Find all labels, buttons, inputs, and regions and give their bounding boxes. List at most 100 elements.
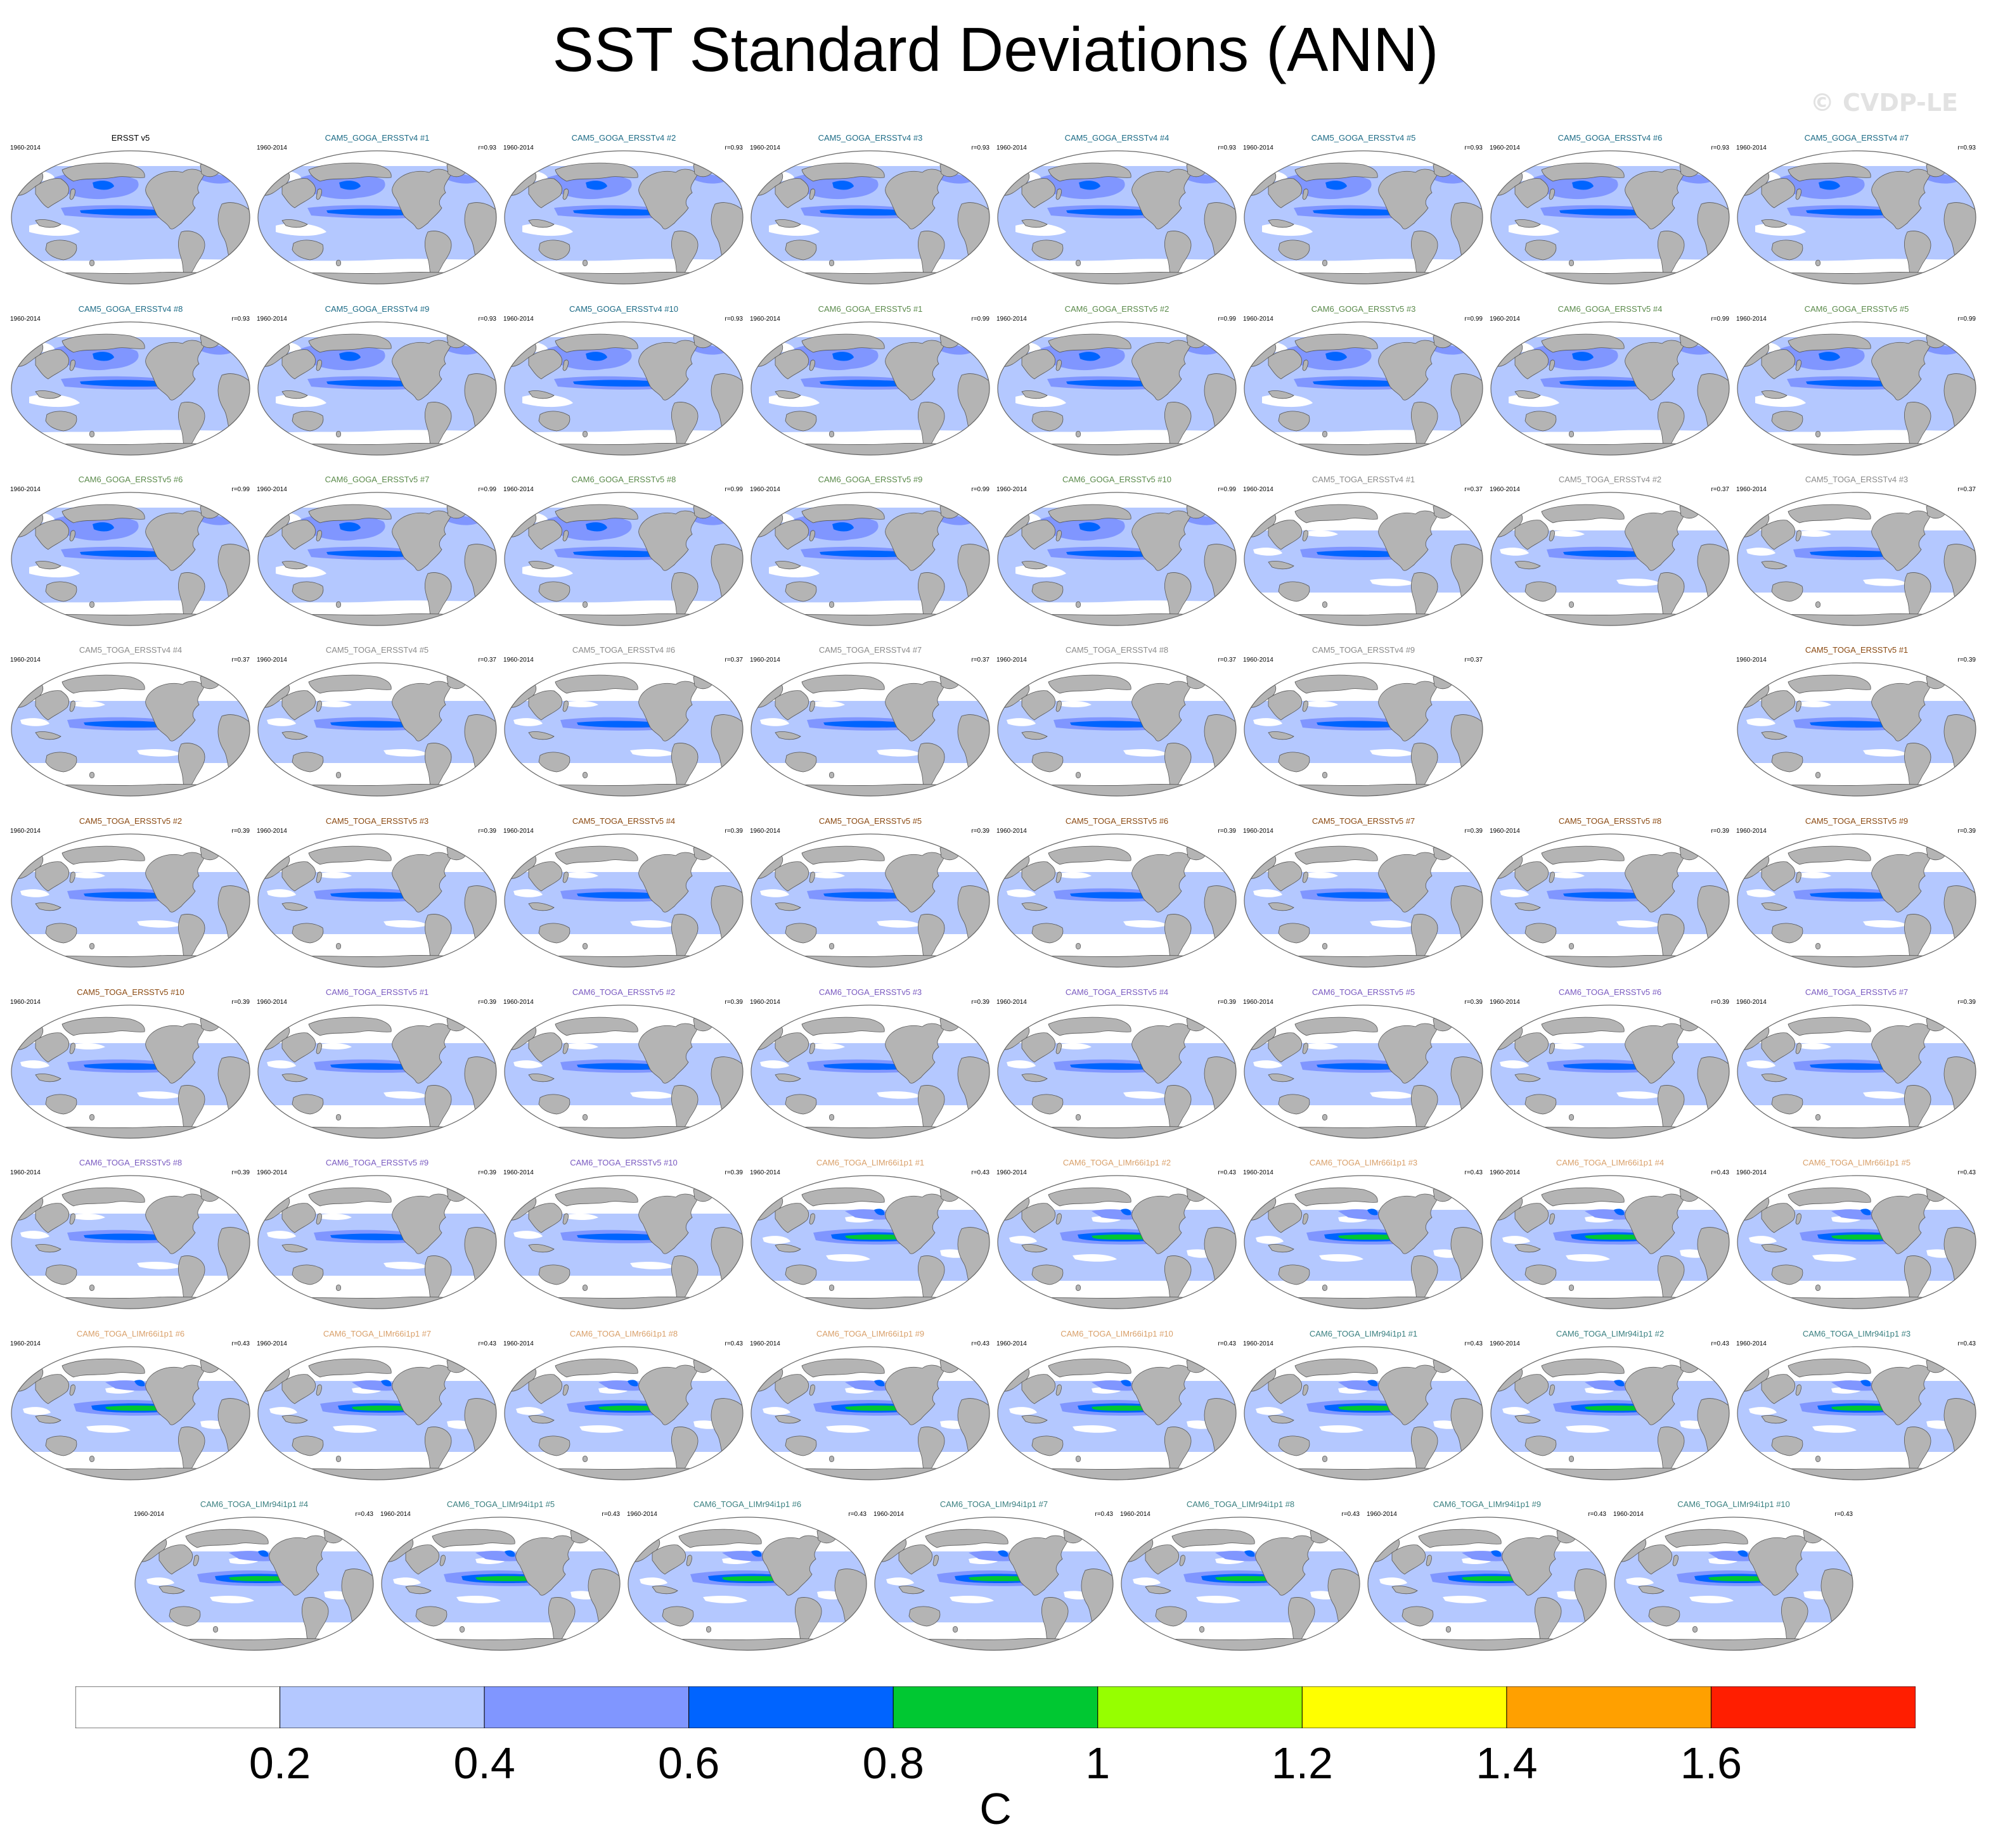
panel-title: CAM6_TOGA_LIMr66i1p1 #3 [1309,1158,1418,1167]
world-map [257,492,497,626]
panel-title: CAM6_GOGA_ERSSTv5 #3 [1311,304,1416,314]
panel-pattern-correlation: r=0.39 [971,828,989,835]
panel-pattern-correlation: r=0.43 [231,1340,250,1347]
panel-date-range: 1960-2014 [1736,657,1767,664]
panel-date-range: 1960-2014 [503,316,534,323]
world-map [134,1517,374,1651]
panel-date-range: 1960-2014 [503,999,534,1006]
panel-date-range: 1960-2014 [10,999,41,1006]
panel-title: CAM5_TOGA_ERSSTv4 #1 [1311,475,1415,484]
panel-pattern-correlation: r=0.99 [1711,316,1729,323]
world-map [997,1004,1237,1139]
world-map [1490,321,1730,456]
world-map [11,662,250,797]
panel-date-range: 1960-2014 [996,316,1027,323]
panel-title: CAM6_TOGA_LIMr94i1p1 #6 [693,1499,802,1509]
panel-title: CAM5_TOGA_ERSSTv4 #3 [1805,475,1909,484]
world-map [997,662,1237,797]
panel-pattern-correlation: r=0.99 [1957,316,1976,323]
map-panel: 1960-2014 CAM6_TOGA_LIMr66i1p1 #2 r=0.43 [996,1155,1237,1310]
panel-date-range: 1960-2014 [1490,486,1520,493]
panel-date-range: 1960-2014 [257,828,287,835]
map-panel: 1960-2014 CAM5_TOGA_ERSSTv5 #8 r=0.39 [1490,814,1730,968]
panel-date-range: 1960-2014 [257,657,287,664]
panel-date-range: 1960-2014 [1243,144,1273,151]
world-map [1737,321,1976,456]
colorbar-box [1097,1686,1303,1728]
panel-pattern-correlation: r=0.43 [1341,1511,1360,1518]
panel-date-range: 1960-2014 [1243,828,1273,835]
panel-title: CAM5_GOGA_ERSSTv4 #9 [325,304,430,314]
map-panel: 1960-2014 CAM6_TOGA_LIMr66i1p1 #9 r=0.43 [750,1326,991,1481]
world-map [1490,1346,1730,1480]
panel-title: CAM5_TOGA_ERSSTv4 #9 [1311,645,1415,655]
world-map [1244,321,1483,456]
panel-pattern-correlation: r=0.43 [971,1169,989,1176]
world-map [997,150,1237,285]
panel-date-range: 1960-2014 [627,1511,657,1518]
map-panel: 1960-2014 CAM6_TOGA_ERSSTv5 #3 r=0.39 [750,985,991,1139]
panel-title: CAM6_TOGA_ERSSTv5 #4 [1065,987,1169,997]
panel-date-range: 1960-2014 [503,828,534,835]
panel-date-range: 1960-2014 [1736,144,1767,151]
world-map [751,150,990,285]
colorbar-box [1301,1686,1507,1728]
panel-title: CAM5_TOGA_ERSSTv5 #9 [1805,816,1909,826]
panel-date-range: 1960-2014 [1736,316,1767,323]
panel-date-range: 1960-2014 [750,657,780,664]
panel-title: CAM5_TOGA_ERSSTv5 #8 [1558,816,1662,826]
panel-pattern-correlation: r=0.39 [1218,999,1236,1006]
map-panel: 1960-2014 CAM6_GOGA_ERSSTv5 #6 r=0.99 [10,472,251,627]
panel-date-range: 1960-2014 [996,144,1027,151]
panel-title: CAM6_TOGA_ERSSTv5 #8 [79,1158,183,1167]
panel-date-range: 1960-2014 [873,1511,904,1518]
world-map [1244,1004,1483,1139]
world-map [11,833,250,968]
world-map [997,321,1237,456]
panel-pattern-correlation: r=0.99 [725,486,743,493]
world-map [257,1004,497,1139]
page-title: SST Standard Deviations (ANN) [552,15,1439,84]
panel-date-range: 1960-2014 [257,486,287,493]
panel-title: CAM6_GOGA_ERSSTv5 #6 [78,475,183,484]
panel-title: CAM5_GOGA_ERSSTv4 #10 [569,304,678,314]
map-panel: 1960-2014 CAM6_TOGA_ERSSTv5 #1 r=0.39 [257,985,498,1139]
world-map [874,1517,1114,1651]
panel-date-range: 1960-2014 [257,999,287,1006]
panel-title: CAM6_TOGA_LIMr66i1p1 #6 [76,1329,185,1338]
panel-title: CAM5_GOGA_ERSSTv4 #6 [1557,133,1663,143]
world-map [381,1517,621,1651]
world-map [1737,1175,1976,1309]
panel-date-range: 1960-2014 [10,1169,41,1176]
panel-pattern-correlation: r=0.37 [1464,486,1483,493]
panel-pattern-correlation: r=0.39 [1957,657,1976,664]
panel-date-range: 1960-2014 [750,144,780,151]
panel-pattern-correlation: r=0.99 [1464,316,1483,323]
panel-pattern-correlation: r=0.39 [1711,828,1729,835]
panel-pattern-correlation: r=0.93 [231,316,250,323]
colorbar-tick-label: 1 [1085,1738,1111,1788]
world-map [1490,1004,1730,1139]
panel-date-range: 1960-2014 [10,144,41,151]
panel-date-range: 1960-2014 [1490,1340,1520,1347]
panel-pattern-correlation: r=0.43 [1711,1340,1729,1347]
world-map [1244,492,1483,626]
map-panel: 1960-2014 CAM5_TOGA_ERSSTv5 #6 r=0.39 [996,814,1237,968]
map-panel: 1960-2014 CAM6_TOGA_LIMr94i1p1 #8 r=0.43 [1120,1497,1361,1652]
map-panel: 1960-2014 CAM6_TOGA_LIMr66i1p1 #3 r=0.43 [1243,1155,1484,1310]
panel-title: CAM6_TOGA_LIMr94i1p1 #3 [1802,1329,1911,1338]
panel-title: CAM6_TOGA_LIMr94i1p1 #2 [1556,1329,1665,1338]
panel-date-range: 1960-2014 [750,1340,780,1347]
panel-date-range: 1960-2014 [750,486,780,493]
panel-pattern-correlation: r=0.43 [478,1340,496,1347]
map-panel: 1960-2014 CAM6_TOGA_ERSSTv5 #5 r=0.39 [1243,985,1484,1139]
panel-pattern-correlation: r=0.93 [478,144,496,151]
world-map [257,1346,497,1480]
panel-title: CAM6_TOGA_LIMr66i1p1 #5 [1802,1158,1911,1167]
panel-title: CAM5_TOGA_ERSSTv5 #1 [1805,645,1909,655]
map-panel: 1960-2014 CAM6_TOGA_LIMr66i1p1 #5 r=0.43 [1736,1155,1977,1310]
panel-pattern-correlation: r=0.39 [231,1169,250,1176]
panel-title: CAM6_TOGA_LIMr94i1p1 #4 [200,1499,309,1509]
world-map [1244,150,1483,285]
panel-pattern-correlation: r=0.43 [1711,1169,1729,1176]
